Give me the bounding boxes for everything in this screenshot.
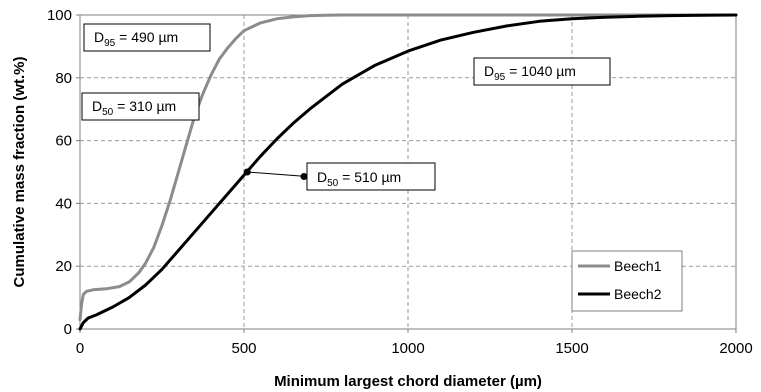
y-axis-title: Cumulative mass fraction (wt.%)	[11, 57, 28, 288]
annotation-text: D95 = 490 µm	[94, 29, 178, 49]
annotation-box	[83, 23, 211, 52]
legend-label-beech2: Beech2	[614, 286, 662, 302]
annotation-box	[473, 57, 611, 86]
series-line-beech2	[78, 13, 738, 331]
x-tick-label: 1500	[555, 340, 588, 357]
annotation-beech2-d95: D95 = 1040 µm	[473, 57, 611, 86]
legend-box	[571, 250, 683, 312]
y-tick-label: 80	[55, 70, 72, 87]
annotation-beech1-d95: D95 = 490 µm	[83, 23, 211, 52]
y-tick-label: 20	[55, 258, 72, 275]
annotation-marker	[243, 168, 251, 176]
y-tick-label: 100	[47, 7, 72, 24]
annotation-subscript: 95	[104, 38, 116, 49]
y-tick-label: 0	[64, 321, 72, 338]
annotation-value: = 490 µm	[115, 29, 178, 45]
x-axis: 0 500 1000 1500 2000	[76, 329, 753, 357]
annotation-value: = 310 µm	[113, 98, 176, 114]
annotation-box	[81, 92, 200, 121]
annotation-value: = 510 µm	[338, 169, 401, 185]
annotation-prefix: D	[317, 169, 327, 185]
y-axis: 0 20 40 60 80 100	[47, 7, 80, 338]
legend-label-beech1: Beech1	[614, 258, 662, 274]
annotation-prefix: D	[484, 63, 494, 79]
x-tick-label: 2000	[719, 340, 752, 357]
annotation-leader-line	[247, 171, 308, 177]
annotation-prefix: D	[94, 29, 104, 45]
y-tick-label: 60	[55, 133, 72, 150]
annotation-leader-end	[300, 173, 308, 180]
annotation-prefix: D	[92, 98, 102, 114]
annotation-box	[306, 162, 436, 191]
x-tick-label: 1000	[391, 340, 424, 357]
annotation-subscript: 95	[494, 72, 506, 83]
series-group	[78, 13, 738, 331]
annotation-text: D50 = 310 µm	[92, 98, 176, 118]
annotation-text: D95 = 1040 µm	[484, 63, 576, 83]
x-tick-label: 0	[76, 340, 84, 357]
annotation-subscript: 50	[327, 178, 339, 189]
annotation-subscript: 50	[102, 107, 114, 118]
annotation-beech2-d50: D50 = 510 µm	[243, 162, 436, 191]
x-axis-title: Minimum largest chord diameter (µm)	[274, 373, 542, 390]
annotation-value: = 1040 µm	[505, 63, 576, 79]
legend: Beech1 Beech2	[571, 250, 683, 312]
series-line-beech1	[78, 13, 738, 322]
x-tick-label: 500	[231, 340, 256, 357]
annotation-text: D50 = 510 µm	[317, 169, 401, 189]
y-tick-label: 40	[55, 195, 72, 212]
annotation-beech1-d50: D50 = 310 µm	[81, 92, 200, 121]
